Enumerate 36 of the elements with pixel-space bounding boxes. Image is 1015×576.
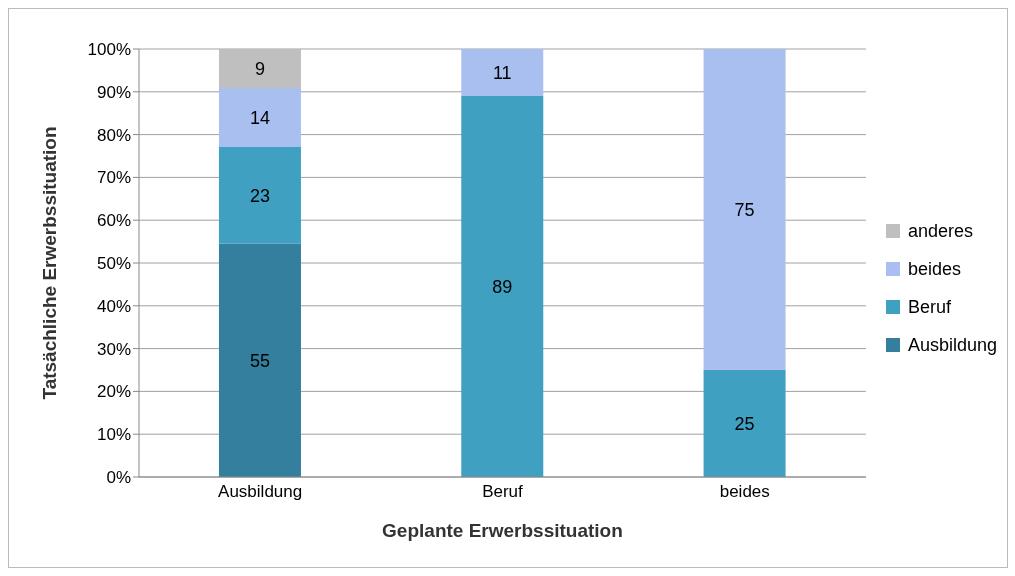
x-tick-label: Beruf: [482, 482, 524, 502]
bar: [703, 49, 786, 370]
y-tick-label: 40%: [96, 296, 131, 316]
data-label: 9: [254, 58, 265, 79]
y-tick-label: 100%: [87, 40, 131, 60]
y-tick-label: 80%: [96, 125, 131, 145]
y-tick-label: 0%: [106, 468, 131, 488]
legend-label: Ausbildung: [907, 334, 997, 356]
x-axis-title: Geplante Erwerbssituation: [382, 520, 623, 541]
data-label: 11: [492, 62, 512, 83]
data-label: 75: [734, 199, 755, 220]
y-tick-label: 90%: [96, 82, 131, 102]
bar: [703, 370, 786, 477]
data-label: 14: [249, 107, 270, 128]
data-label: 25: [734, 413, 755, 434]
bar: [218, 87, 301, 148]
y-tick-label: 50%: [96, 254, 131, 274]
data-label: 89: [492, 276, 513, 297]
y-tick-label: 30%: [96, 339, 131, 359]
bar: [218, 147, 301, 244]
legend-label: beides: [907, 258, 961, 280]
bar: [218, 49, 301, 88]
x-tick-label: beides: [719, 482, 770, 502]
y-tick-label: 60%: [96, 211, 131, 231]
data-label: 23: [249, 185, 270, 206]
bar: [218, 243, 301, 477]
data-label: 55: [249, 350, 270, 371]
y-tick-label: 20%: [96, 382, 131, 402]
x-tick-label: Ausbildung: [218, 482, 303, 502]
y-axis-title: Tatsächliche Erwerbssituation: [38, 126, 60, 400]
bar: [461, 49, 544, 97]
y-tick-label: 70%: [96, 168, 131, 188]
y-tick-label: 10%: [96, 425, 131, 445]
legend-label: Beruf: [907, 296, 951, 318]
bar: [461, 96, 544, 477]
legend-label: anderes: [907, 220, 973, 242]
